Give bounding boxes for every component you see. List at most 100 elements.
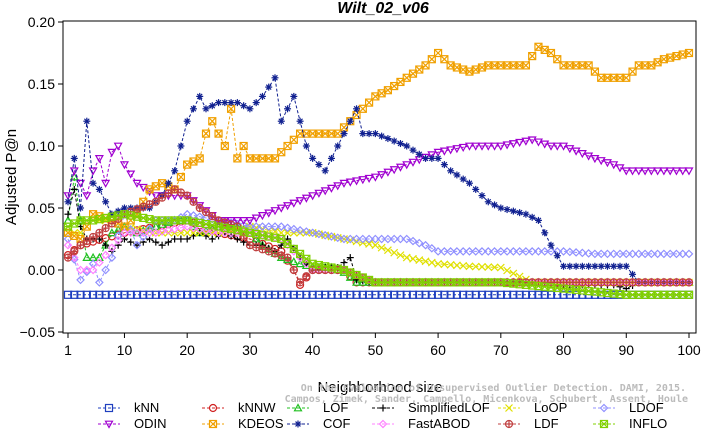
data-point xyxy=(157,193,167,202)
data-point xyxy=(546,142,556,151)
data-point xyxy=(640,167,650,176)
data-point xyxy=(590,249,600,259)
data-point xyxy=(634,249,644,259)
x-tick-label: 10 xyxy=(117,342,133,358)
y-tick-label: 0.10 xyxy=(28,138,55,154)
data-point xyxy=(88,290,98,299)
plot-area xyxy=(63,42,694,299)
data-point xyxy=(327,232,336,241)
data-point xyxy=(333,233,343,243)
data-point xyxy=(226,104,236,113)
watermark-line-1: On the Evaluation of Unsupervised Outlie… xyxy=(301,382,686,394)
data-point xyxy=(553,252,561,260)
data-point xyxy=(490,142,500,151)
data-point xyxy=(201,207,211,216)
data-point xyxy=(528,51,537,61)
data-point xyxy=(603,262,611,270)
data-point xyxy=(377,290,386,299)
legend-item-lof: LOF xyxy=(287,400,348,415)
data-point xyxy=(584,152,594,161)
watermark-line-2: Campos, Zimek, Sander, Campello, Micenko… xyxy=(285,393,688,405)
data-point xyxy=(215,99,223,107)
data-point xyxy=(265,83,273,91)
data-point xyxy=(346,117,354,125)
series-line xyxy=(67,219,689,286)
data-point xyxy=(164,189,173,198)
data-point xyxy=(208,419,218,429)
x-tick-label: 20 xyxy=(179,342,195,358)
data-point xyxy=(289,290,298,299)
legend-item-cof: COF xyxy=(287,416,351,431)
data-point xyxy=(364,234,374,244)
data-point xyxy=(390,248,399,257)
data-point xyxy=(421,240,430,250)
data-point xyxy=(584,249,593,258)
data-point xyxy=(502,290,512,299)
data-point xyxy=(521,247,531,256)
data-point xyxy=(491,201,499,209)
data-point xyxy=(95,290,104,299)
data-point xyxy=(102,241,110,249)
data-point xyxy=(89,179,97,187)
data-point xyxy=(371,130,379,138)
data-point xyxy=(509,290,518,299)
data-point xyxy=(120,290,129,299)
data-point xyxy=(271,74,279,82)
data-point xyxy=(621,167,631,176)
data-point xyxy=(628,167,638,176)
data-point xyxy=(64,210,72,218)
data-point xyxy=(409,254,417,263)
data-point xyxy=(565,145,575,154)
data-point xyxy=(126,170,136,179)
data-point xyxy=(599,419,609,429)
data-point xyxy=(377,234,386,244)
y-axis-label: Adjusted P@n xyxy=(3,129,20,225)
data-point xyxy=(76,265,85,275)
data-point xyxy=(120,228,129,238)
data-point xyxy=(176,172,186,182)
data-point xyxy=(239,141,248,151)
data-point xyxy=(447,167,455,175)
data-point xyxy=(70,290,79,299)
data-point xyxy=(295,278,305,287)
data-point xyxy=(384,135,392,143)
data-point xyxy=(678,249,688,259)
data-point xyxy=(151,197,160,206)
data-point xyxy=(459,175,467,183)
data-point xyxy=(258,222,267,231)
data-point xyxy=(440,161,448,169)
legend-label: ODIN xyxy=(134,416,167,431)
x-tick-label: 70 xyxy=(493,342,509,358)
data-point xyxy=(321,167,329,175)
data-point xyxy=(427,258,436,267)
data-point xyxy=(290,92,298,100)
data-point xyxy=(270,207,280,216)
data-point xyxy=(176,290,186,299)
data-point xyxy=(465,262,474,271)
data-point xyxy=(560,262,568,270)
data-point xyxy=(177,142,185,150)
data-point xyxy=(522,210,530,218)
data-point xyxy=(101,290,110,299)
data-point xyxy=(232,217,242,226)
data-point xyxy=(295,249,305,258)
data-point xyxy=(104,420,114,429)
data-point xyxy=(646,167,656,176)
data-point xyxy=(390,137,398,145)
data-point xyxy=(509,269,518,278)
data-point xyxy=(458,143,468,152)
data-point xyxy=(515,247,524,256)
data-point xyxy=(339,179,349,188)
data-point xyxy=(415,150,423,158)
data-point xyxy=(370,173,380,182)
y-tick-label: 0.00 xyxy=(28,262,55,278)
data-point xyxy=(421,290,430,299)
data-point xyxy=(446,290,455,299)
data-point xyxy=(182,209,192,219)
data-point xyxy=(515,290,524,299)
data-point xyxy=(446,247,455,256)
data-point xyxy=(151,192,161,201)
data-point xyxy=(502,141,512,150)
data-point xyxy=(113,235,123,245)
data-point xyxy=(540,140,550,149)
